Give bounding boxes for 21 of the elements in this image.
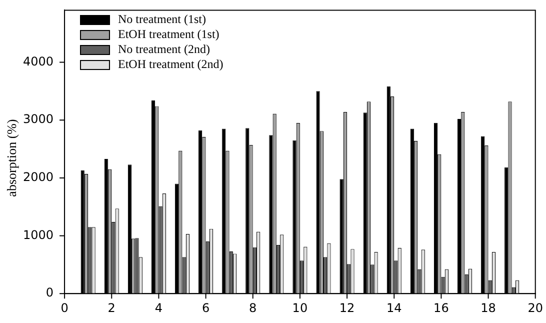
x-tick-label: 14 (386, 300, 402, 315)
y-tick-label: 3000 (22, 112, 54, 126)
legend-label: No treatment (1st) (118, 12, 206, 27)
x-tick-label: 8 (249, 300, 257, 315)
y-axis-title: absorption (%) (4, 118, 20, 199)
y-tick-label: 1000 (22, 228, 54, 242)
legend-label: EtOH treatment (1st) (118, 27, 220, 42)
x-tick-label: 18 (480, 300, 496, 315)
y-tick-label: 4000 (22, 54, 54, 68)
x-tick-label: 10 (292, 300, 308, 315)
legend-label: EtOH treatment (2nd) (118, 57, 224, 72)
x-tick-label: 0 (60, 300, 68, 315)
x-tick-label: 12 (339, 300, 355, 315)
x-tick-label: 2 (108, 300, 116, 315)
x-tick-label: 4 (154, 300, 163, 315)
x-tick-label: 6 (202, 300, 210, 315)
y-tick-label: 0 (46, 286, 54, 300)
legend-label: No treatment (2nd) (118, 42, 210, 57)
x-tick-label: 20 (528, 300, 544, 315)
x-tick-label: 16 (434, 300, 449, 315)
y-tick-label: 2000 (22, 170, 54, 184)
